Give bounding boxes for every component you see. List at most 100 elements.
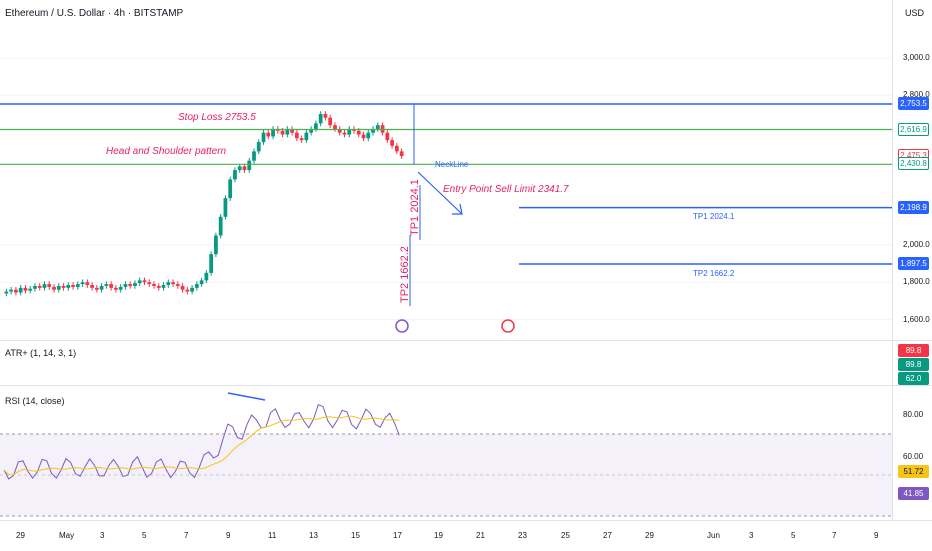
candle (128, 284, 133, 286)
entry-label: Entry Point Sell Limit 2341.7 (443, 184, 569, 195)
neckline-label: NeckLine (435, 160, 469, 169)
pane-separator-rsi (0, 385, 932, 386)
candle (18, 287, 23, 293)
pane-separator-atr (0, 340, 932, 341)
candle (299, 138, 304, 141)
entry-arrow (417, 171, 463, 215)
date-label: 7 (832, 531, 837, 540)
date-label: 3 (100, 531, 105, 540)
candle (209, 254, 214, 273)
candle (204, 272, 209, 281)
candle (152, 284, 156, 286)
price-axis-label: 3,000.0 (903, 52, 930, 62)
candle (233, 170, 237, 180)
candle (14, 289, 18, 293)
candle (33, 285, 37, 289)
economic-event-icon (501, 319, 515, 333)
price-tag: 2,198.9 (898, 200, 929, 214)
date-label: 27 (603, 531, 612, 540)
candle (75, 284, 80, 287)
date-label: Jun (707, 531, 720, 540)
atr-value-tag: 62.0 (898, 372, 929, 385)
candle (94, 287, 99, 290)
candle (123, 284, 128, 287)
date-label: 3 (749, 531, 754, 540)
candle (314, 123, 318, 129)
rsi-divergence-line (227, 392, 266, 401)
candle (4, 291, 9, 294)
date-label: 19 (434, 531, 443, 540)
candle (28, 288, 33, 291)
price-tag: 2,753.5 (898, 97, 929, 110)
candle (137, 280, 142, 284)
candle (185, 289, 190, 292)
candle (242, 166, 247, 171)
rsi-axis-80: 80.00 (903, 410, 924, 419)
candle (271, 128, 275, 137)
candle (47, 284, 52, 287)
candle (304, 132, 309, 141)
candle (247, 160, 252, 171)
atr-value-tag: 89.8 (898, 358, 929, 371)
candle (280, 130, 285, 135)
candle (356, 130, 361, 135)
candle (323, 114, 328, 118)
candle (114, 287, 118, 290)
candle (285, 128, 290, 135)
price-axis-divider (892, 0, 893, 520)
rsi-axis-60: 60.00 (903, 452, 924, 461)
candle (394, 145, 399, 152)
atr-value-tag: 89.8 (898, 344, 929, 357)
candle (223, 198, 228, 217)
candle (309, 128, 314, 133)
candle (366, 132, 371, 139)
candle (218, 216, 223, 236)
candle (328, 117, 333, 126)
date-label: 21 (476, 531, 485, 540)
rsi-title: RSI (14, close) (5, 396, 65, 406)
candle (194, 284, 199, 288)
date-label: 7 (184, 531, 189, 540)
currency-label: USD (905, 8, 925, 18)
candle (361, 134, 366, 139)
candle (390, 140, 394, 146)
candle (133, 283, 137, 286)
date-label: 29 (645, 531, 654, 540)
time-axis[interactable] (0, 520, 932, 551)
candle (333, 125, 337, 129)
date-label: May (59, 531, 75, 540)
rsi-value-tag: 41.85 (898, 487, 929, 500)
price-tag: 2,616.9 (898, 122, 929, 136)
price-axis-label: 1,600.0 (903, 314, 930, 324)
date-label: 15 (351, 531, 360, 540)
tp2-vertical-label: TP2 1662.2 (399, 246, 411, 303)
candle (37, 285, 42, 288)
price-axis-label: 1,800.0 (903, 277, 930, 287)
candle (80, 282, 85, 285)
candle (228, 179, 233, 199)
candle (23, 287, 28, 291)
candle (190, 287, 194, 292)
pattern-label: Head and Shoulder pattern (106, 146, 227, 157)
candle (337, 128, 342, 133)
rsi-ma-tag: 51.72 (898, 465, 929, 478)
price-axis-label: 2,800.0 (903, 90, 930, 100)
entry-arrowhead (452, 203, 463, 215)
candle (290, 128, 294, 133)
candle (161, 285, 166, 288)
earnings-event-icon (395, 319, 409, 333)
tp1-label: TP1 2024.1 (693, 212, 735, 221)
candle (175, 284, 180, 286)
candle (118, 286, 123, 290)
candle (318, 114, 323, 124)
candle (371, 128, 375, 133)
stop-loss-label: Stop Loss 2753.5 (178, 112, 256, 123)
candle (42, 284, 47, 288)
candle (66, 285, 71, 288)
candle (256, 142, 261, 152)
rsi-ma-line (3, 415, 400, 476)
candle (52, 286, 56, 290)
candle (399, 151, 404, 157)
price-tag: 1,897.5 (898, 257, 929, 270)
